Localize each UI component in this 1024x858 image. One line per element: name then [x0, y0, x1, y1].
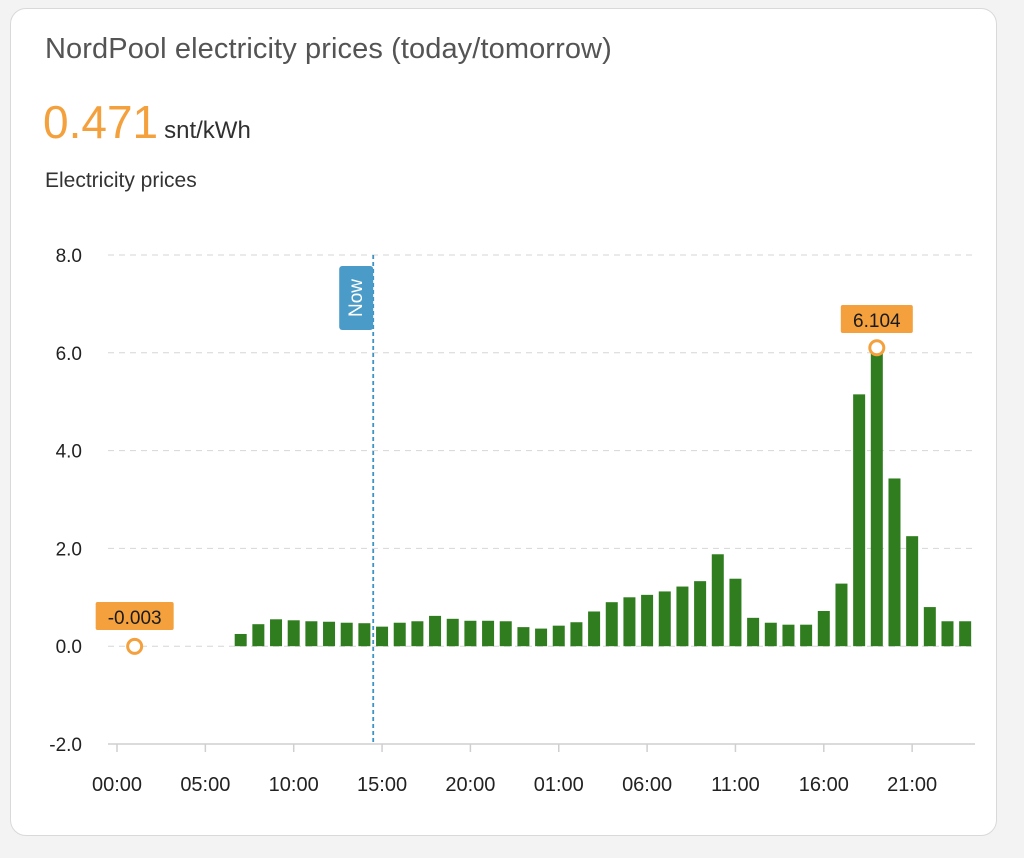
y-tick-label: -2.0 [49, 735, 82, 756]
price-bar [305, 621, 318, 647]
price-bar [729, 578, 742, 647]
price-bar [588, 611, 601, 647]
price-bar [393, 622, 406, 647]
y-tick-label: 4.0 [56, 442, 82, 463]
x-tick-label: 05:00 [180, 774, 230, 796]
price-bar [340, 622, 353, 647]
price-bar [800, 624, 813, 647]
card-title: NordPool electricity prices (today/tomor… [45, 33, 612, 65]
x-tick-label: 11:00 [711, 774, 760, 796]
price-bar [835, 583, 848, 647]
price-bar [711, 554, 724, 647]
y-tick-label: 8.0 [56, 246, 82, 267]
price-bar [517, 627, 530, 647]
now-label: Now [346, 279, 367, 317]
price-bar [482, 620, 495, 647]
price-bar [234, 633, 247, 647]
x-tick-label: 01:00 [534, 774, 584, 796]
nordpool-card: NordPool electricity prices (today/tomor… [10, 8, 997, 836]
x-tick-label: 00:00 [92, 774, 142, 796]
price-bar [747, 617, 760, 647]
price-bar [570, 622, 583, 647]
price-bar [605, 602, 618, 647]
series-label: Electricity prices [45, 169, 197, 192]
y-tick-label: 6.0 [56, 344, 82, 365]
price-bar [641, 594, 654, 647]
x-tick-label: 06:00 [622, 774, 672, 796]
min-label-bg [95, 602, 174, 630]
price-bar [552, 625, 565, 647]
x-tick-label: 20:00 [445, 774, 495, 796]
price-bar [429, 615, 442, 647]
price-bar [535, 628, 548, 647]
price-bar [499, 621, 512, 647]
current-price-value: 0.471 [43, 96, 159, 148]
y-tick-label: 2.0 [56, 539, 82, 560]
price-bar [446, 618, 459, 647]
x-tick-label: 21:00 [887, 774, 937, 796]
min-price-point [126, 637, 144, 655]
price-bar [817, 610, 830, 647]
price-bar [923, 607, 936, 647]
max-label-bg [840, 305, 913, 333]
price-bar [782, 624, 795, 647]
price-bar [853, 394, 866, 647]
price-bar [411, 621, 424, 647]
price-bar [270, 619, 283, 647]
current-price-unit: snt/kWh [164, 117, 251, 144]
price-bar [623, 597, 636, 647]
x-tick-label: 10:00 [269, 774, 319, 796]
price-bar [870, 347, 883, 647]
price-bar [323, 621, 336, 647]
y-tick-label: 0.0 [56, 637, 82, 658]
price-bar [287, 620, 300, 647]
price-bar [941, 621, 954, 647]
max-price-point [868, 339, 886, 357]
now-label-bg [339, 266, 374, 330]
price-bar [252, 624, 265, 647]
price-bar [764, 622, 777, 647]
price-bar [959, 621, 972, 647]
min-price-label: -0.003 [108, 608, 162, 629]
price-bar [694, 581, 707, 647]
price-bar [906, 536, 919, 647]
current-price: 0.471 snt/kWh [43, 95, 251, 149]
x-tick-label: 16:00 [799, 774, 849, 796]
max-price-label: 6.104 [853, 311, 901, 332]
price-bar [658, 591, 671, 647]
price-bar [888, 478, 901, 647]
x-tick-label: 15:00 [357, 774, 407, 796]
price-bar [676, 586, 689, 647]
price-bar [376, 626, 389, 647]
price-bar [358, 623, 371, 647]
price-bar [464, 620, 477, 647]
